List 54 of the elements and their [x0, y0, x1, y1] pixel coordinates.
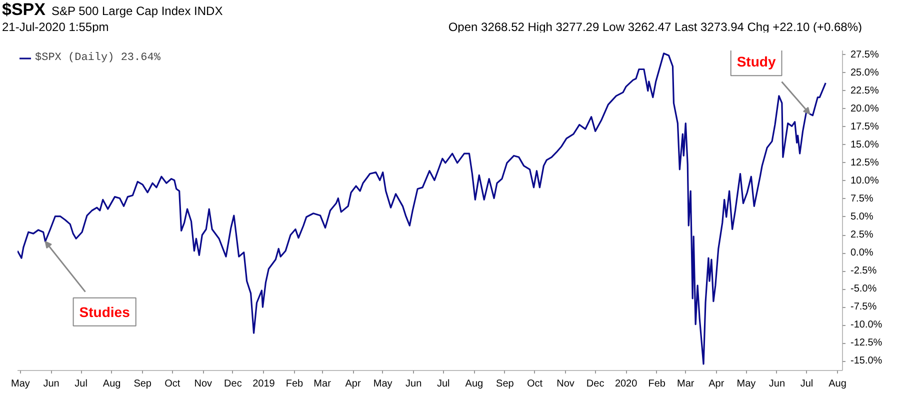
- chart-title: $SPX: [2, 0, 46, 20]
- y-tick-label: -5.0%: [850, 284, 877, 295]
- x-tick-label: Oct: [164, 378, 180, 390]
- y-tick-label: 20.0%: [850, 103, 879, 114]
- x-tick-label: May: [373, 378, 392, 390]
- annotation: Study: [736, 54, 776, 70]
- chart-subtitle: S&P 500 Large Cap Index INDX: [51, 4, 223, 18]
- x-tick-label: Dec: [224, 378, 242, 390]
- y-tick-label: 7.5%: [850, 193, 874, 204]
- y-tick-label: -12.5%: [850, 338, 882, 349]
- x-tick-label: Jun: [43, 378, 60, 390]
- x-tick-label: Dec: [586, 378, 604, 390]
- x-tick-label: Jul: [74, 378, 88, 390]
- x-tick-label: May: [11, 378, 30, 390]
- y-tick-label: -10.0%: [850, 320, 882, 331]
- x-tick-label: Nov: [556, 378, 574, 390]
- annotation: Studies: [79, 304, 130, 320]
- x-tick-label: Sep: [496, 378, 514, 390]
- y-tick-label: 22.5%: [850, 85, 879, 96]
- x-tick-label: Oct: [526, 378, 543, 390]
- text: Open 3268.52 High 3277.29 Low 3262.47 Last 3273.94 Chg +22.10 (+0.68%): [448, 20, 862, 34]
- x-tick-label: Aug: [465, 378, 484, 390]
- y-tick-label: 10.0%: [850, 175, 879, 186]
- x-tick-label: Feb: [648, 378, 666, 390]
- legend-label: $SPX (Daily) 23.64%: [35, 52, 160, 64]
- x-tick-label: Sep: [134, 378, 152, 390]
- x-tick-label: Apr: [345, 378, 362, 390]
- y-tick-label: 12.5%: [850, 157, 879, 168]
- x-tick-label: Aug: [828, 378, 846, 390]
- x-tick-label: Mar: [677, 378, 695, 390]
- x-tick-label: Jul: [437, 378, 450, 390]
- y-tick-label: -2.5%: [850, 266, 877, 277]
- y-tick-label: 27.5%: [850, 49, 879, 60]
- y-tick-label: 0.0%: [850, 248, 874, 259]
- x-tick-label: 2020: [614, 378, 638, 390]
- x-tick-label: 2019: [252, 378, 276, 390]
- x-tick-label: Nov: [194, 378, 212, 390]
- line-series: [18, 52, 826, 365]
- text: 21-Jul-2020 1:55pm: [2, 20, 109, 34]
- x-tick-label: Apr: [708, 378, 725, 390]
- x-tick-label: Jun: [406, 378, 422, 390]
- x-tick-label: Jun: [768, 378, 786, 390]
- y-tick-label: 15.0%: [850, 139, 879, 150]
- x-tick-label: May: [736, 378, 756, 390]
- x-tick-label: Aug: [102, 378, 121, 390]
- y-tick-label: 17.5%: [850, 121, 879, 132]
- x-tick-label: Jul: [800, 378, 814, 390]
- y-tick-label: 2.5%: [850, 230, 874, 241]
- x-tick-label: Mar: [314, 378, 332, 390]
- y-tick-label: -7.5%: [850, 302, 877, 313]
- y-tick-label: 25.0%: [850, 67, 879, 78]
- x-tick-label: Feb: [286, 378, 304, 390]
- y-tick-label: 5.0%: [850, 211, 874, 222]
- y-tick-label: -15.0%: [850, 356, 882, 367]
